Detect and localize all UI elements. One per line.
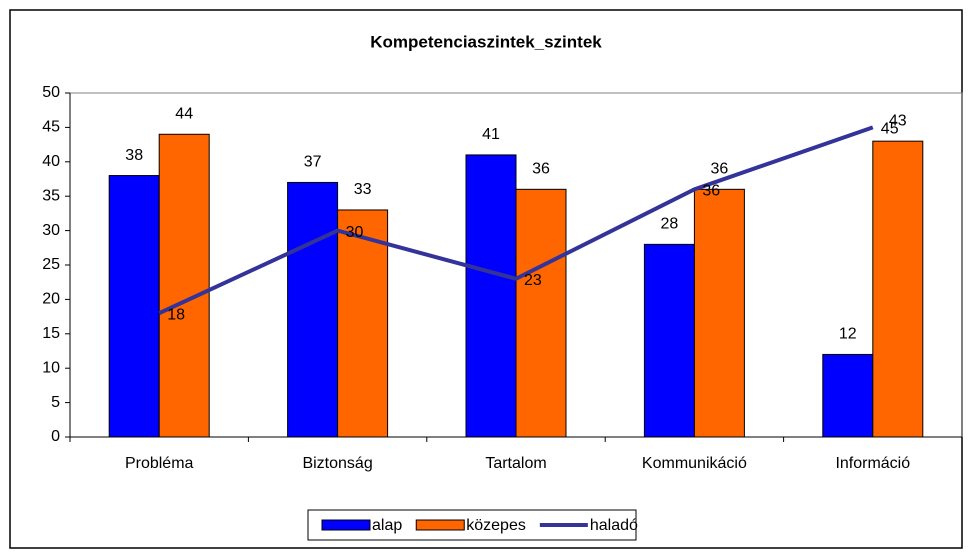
y-tick-label: 50: [42, 84, 60, 101]
bar: [643, 243, 695, 438]
data-label: 37: [304, 154, 322, 171]
chart-title: Kompetenciaszintek_szintek: [370, 32, 602, 51]
data-label: 38: [125, 147, 143, 164]
x-tick-label: Probléma: [125, 455, 194, 472]
y-tick-label: 45: [42, 119, 60, 136]
bar: [693, 188, 745, 438]
bar: [108, 175, 160, 438]
y-tick-label: 35: [42, 187, 60, 204]
bar: [287, 181, 339, 438]
data-label: 33: [354, 181, 372, 198]
legend-label: alap: [372, 517, 402, 534]
data-label: 28: [661, 216, 679, 233]
x-tick-label: Biztonság: [302, 455, 372, 472]
data-label: 43: [889, 112, 907, 129]
y-tick-label: 0: [51, 428, 60, 445]
y-tick-label: 25: [42, 256, 60, 273]
legend-label: haladó: [590, 517, 638, 534]
bar: [158, 133, 210, 438]
legend-swatch: [321, 519, 371, 531]
data-label: 41: [482, 126, 500, 143]
data-label: 36: [702, 183, 720, 200]
data-label: 23: [524, 272, 542, 289]
data-label: 44: [175, 105, 193, 122]
legend-label: közepes: [466, 517, 526, 534]
x-tick-label: Tartalom: [485, 455, 546, 472]
data-label: 36: [711, 161, 729, 178]
bar: [337, 209, 389, 438]
legend-swatch: [415, 519, 465, 531]
data-label: 30: [346, 224, 364, 241]
bar: [822, 353, 874, 438]
bar: [872, 140, 924, 438]
data-label: 18: [167, 306, 185, 323]
y-tick-label: 40: [42, 153, 60, 170]
bar: [465, 154, 517, 438]
y-tick-label: 30: [42, 222, 60, 239]
y-tick-label: 20: [42, 291, 60, 308]
data-label: 45: [881, 121, 899, 138]
bar: [515, 188, 567, 438]
y-tick-label: 15: [42, 325, 60, 342]
data-label: 36: [532, 161, 550, 178]
y-tick-label: 10: [42, 359, 60, 376]
x-tick-label: Információ: [835, 455, 910, 472]
y-tick-label: 5: [51, 394, 60, 411]
data-label: 12: [839, 326, 857, 343]
line: [158, 125, 874, 315]
x-tick-label: Kommunikáció: [642, 455, 747, 472]
